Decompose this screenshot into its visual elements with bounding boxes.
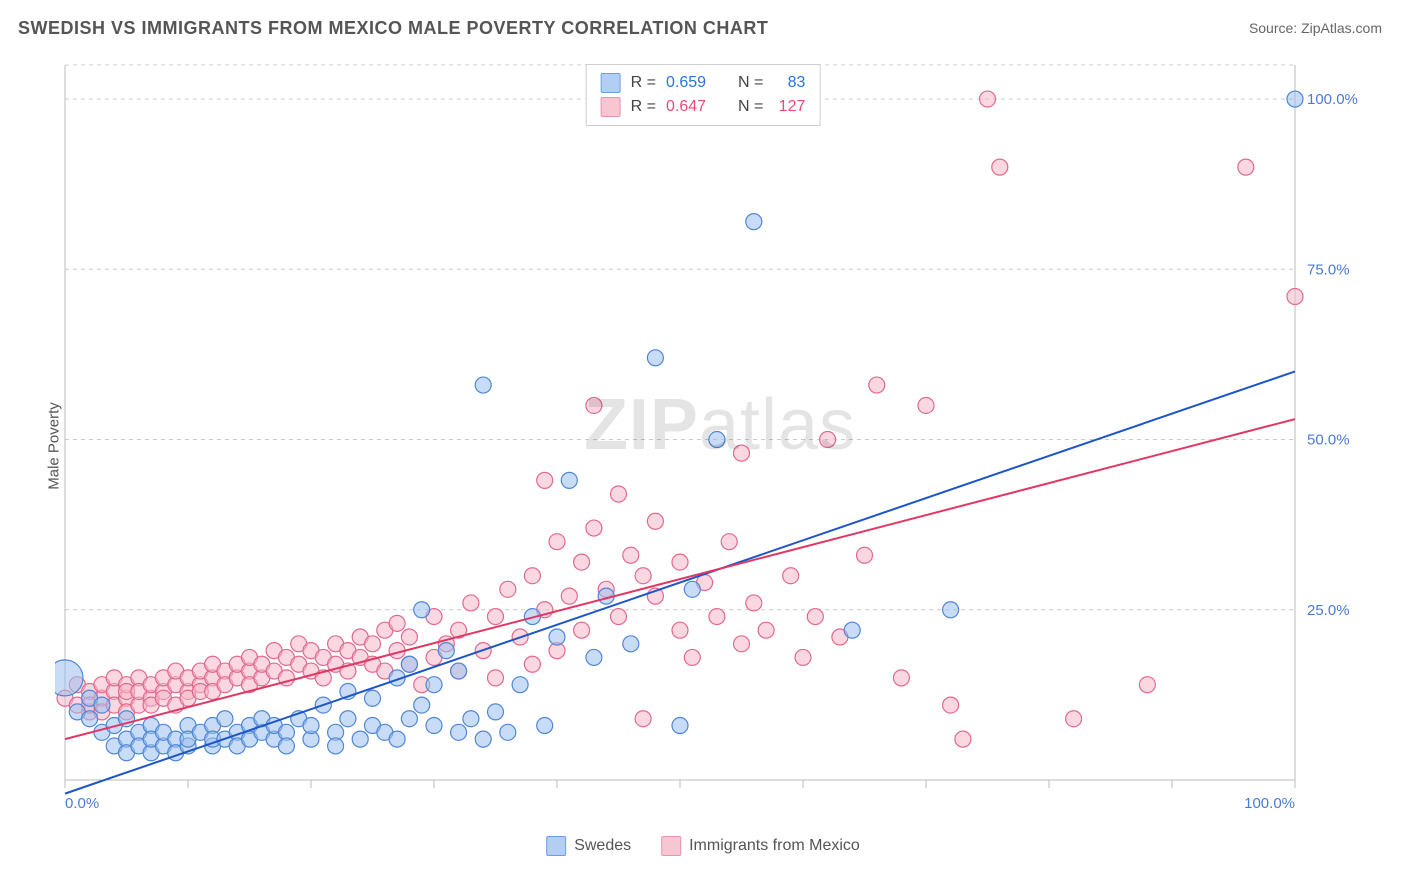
legend-swatch-swedes xyxy=(546,836,566,856)
stats-legend: R = 0.659 N = 83 R = 0.647 N = 127 xyxy=(586,64,821,126)
n-label-mexico: N = xyxy=(738,95,763,119)
r-label-mexico: R = xyxy=(631,95,656,119)
svg-text:25.0%: 25.0% xyxy=(1307,602,1350,619)
svg-text:100.0%: 100.0% xyxy=(1244,795,1295,812)
swatch-mexico xyxy=(601,97,621,117)
svg-text:75.0%: 75.0% xyxy=(1307,261,1350,278)
legend-item-swedes: Swedes xyxy=(546,836,631,856)
n-value-mexico: 127 xyxy=(773,95,805,119)
r-value-swedes: 0.659 xyxy=(666,71,706,95)
source-attribution: Source: ZipAtlas.com xyxy=(1249,20,1382,36)
scatter-chart: 25.0% 50.0% 75.0% 100.0% 0.0% 100.0% xyxy=(55,60,1385,820)
bottom-legend: Swedes Immigrants from Mexico xyxy=(546,836,860,856)
r-value-mexico: 0.647 xyxy=(666,95,706,119)
legend-label-swedes: Swedes xyxy=(574,837,631,855)
n-value-swedes: 83 xyxy=(773,71,805,95)
svg-text:100.0%: 100.0% xyxy=(1307,91,1358,108)
legend-swatch-mexico xyxy=(661,836,681,856)
legend-label-mexico: Immigrants from Mexico xyxy=(689,837,860,855)
svg-text:0.0%: 0.0% xyxy=(65,795,99,812)
source-name: ZipAtlas.com xyxy=(1301,20,1382,36)
swatch-swedes xyxy=(601,73,621,93)
chart-title: SWEDISH VS IMMIGRANTS FROM MEXICO MALE P… xyxy=(18,18,768,39)
stats-row-swedes: R = 0.659 N = 83 xyxy=(601,71,806,95)
n-label-swedes: N = xyxy=(738,71,763,95)
svg-text:50.0%: 50.0% xyxy=(1307,432,1350,449)
r-label-swedes: R = xyxy=(631,71,656,95)
plot-area: 25.0%50.0%75.0%100.0%0.0%100.0% ZIPatlas xyxy=(55,60,1385,820)
source-prefix: Source: xyxy=(1249,20,1301,36)
stats-row-mexico: R = 0.647 N = 127 xyxy=(601,95,806,119)
legend-item-mexico: Immigrants from Mexico xyxy=(661,836,860,856)
